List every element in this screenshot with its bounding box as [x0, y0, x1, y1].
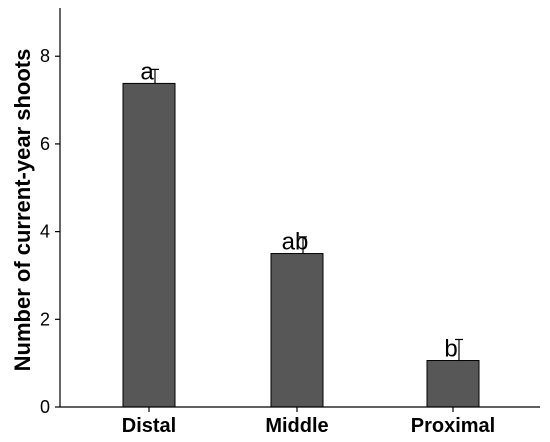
x-tick-label-middle: Middle	[265, 415, 328, 437]
significance-label-middle: ab	[282, 229, 309, 256]
bar-middle	[270, 253, 324, 408]
bar-distal	[122, 82, 176, 408]
error-bars-group	[151, 68, 463, 361]
x-axis-ticks: Distal Middle Proximal	[122, 407, 495, 437]
bar-proximal	[426, 360, 480, 408]
significance-label-distal: a	[140, 58, 154, 85]
y-axis-label: Number of current-year shoots	[10, 49, 35, 372]
y-tick-label-0: 0	[40, 397, 50, 417]
bars-group	[122, 82, 480, 408]
y-tick-label-2: 2	[40, 309, 50, 329]
significance-label-proximal: b	[444, 336, 457, 363]
y-axis-ticks: 0 2 4 6 8	[40, 46, 60, 417]
x-tick-label-proximal: Proximal	[411, 415, 495, 437]
y-tick-label-6: 6	[40, 134, 50, 154]
significance-labels-group: a ab b	[140, 58, 457, 362]
y-tick-label-4: 4	[40, 222, 50, 242]
x-tick-label-distal: Distal	[122, 415, 176, 437]
y-tick-label-8: 8	[40, 46, 50, 66]
